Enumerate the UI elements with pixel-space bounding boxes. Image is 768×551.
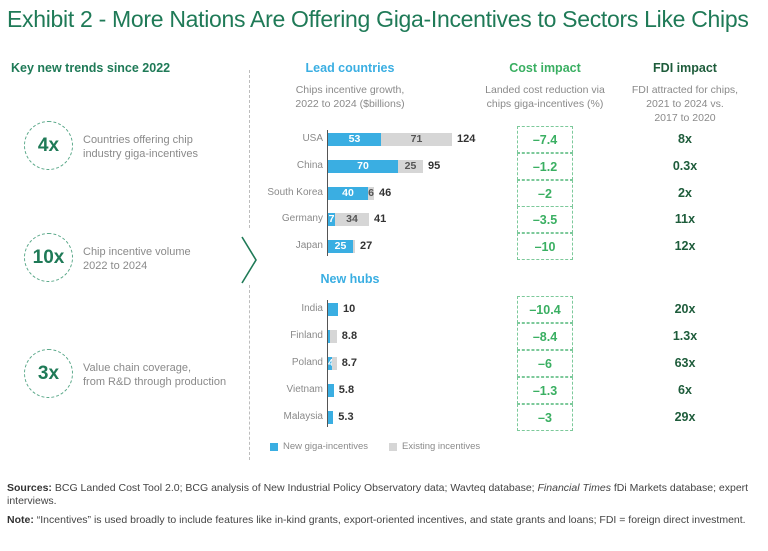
- bar-new-incentives: 7: [328, 213, 335, 226]
- bar-category-label: USA: [302, 133, 323, 144]
- cost-impact-value: –10.4: [517, 296, 573, 323]
- bar-category-label: Vietnam: [286, 384, 323, 395]
- sources-footnote: Sources: BCG Landed Cost Tool 2.0; BCG a…: [7, 482, 749, 507]
- cost-impact-value: –3: [517, 404, 573, 431]
- bar-category-label: Germany: [281, 213, 323, 224]
- bar-new-incentives: [328, 330, 330, 343]
- bar-new-incentives: [328, 303, 338, 316]
- bar-category-label: South Korea: [267, 187, 323, 198]
- fdi-impact-subtitle: FDI attracted for chips, 2021 to 2024 vs…: [631, 84, 739, 124]
- cost-impact-value: –7.4: [517, 126, 573, 153]
- chevron-right-icon: [241, 236, 257, 284]
- bar-existing-incentives: 71: [381, 133, 452, 146]
- cost-impact-heading: Cost impact: [509, 61, 581, 75]
- exhibit-title: Exhibit 2 - More Nations Are Offering Gi…: [7, 6, 749, 32]
- bar-total-label: 5.8: [338, 384, 355, 396]
- legend-item-new: New giga-incentives: [270, 441, 368, 452]
- bar-existing-incentives: [329, 330, 337, 343]
- bar-existing-incentives: 6: [368, 187, 374, 200]
- cost-impact-value: –1.3: [517, 377, 573, 404]
- bar-axis: [327, 300, 328, 427]
- lead-countries-heading: Lead countries: [305, 61, 395, 75]
- bar-total-label: 41: [374, 213, 387, 225]
- trend-value-badge: 4x: [24, 121, 73, 170]
- fdi-impact-value: 0.3x: [672, 159, 698, 173]
- legend-swatch-existing: [389, 442, 397, 451]
- bar-total-label: 5.3: [338, 411, 354, 423]
- fdi-impact-value: 29x: [674, 410, 696, 424]
- trend-description: Value chain coverage, from R&D through p…: [83, 362, 227, 388]
- cost-impact-value: –6: [517, 350, 573, 377]
- trend-value-badge: 3x: [24, 349, 73, 398]
- trends-heading: Key new trends since 2022: [11, 61, 171, 75]
- trend-item: 4x Countries offering chip industry giga…: [24, 121, 254, 171]
- bar-existing-incentives: 34: [335, 213, 369, 226]
- legend-item-existing: Existing incentives: [389, 441, 480, 452]
- bar-new-incentives: [328, 411, 334, 424]
- bar-total-label: 124: [457, 133, 476, 145]
- bar-total-label: 8.7: [341, 357, 357, 369]
- bar-existing-incentives: [353, 240, 355, 253]
- bar-new-incentives: 25: [328, 240, 353, 253]
- fdi-impact-value: 11x: [674, 212, 696, 226]
- bar-existing-incentives: [332, 357, 337, 370]
- fdi-impact-value: 12x: [674, 239, 696, 253]
- fdi-impact-value: 63x: [674, 356, 696, 370]
- bar-category-label: China: [296, 160, 323, 171]
- trend-item: 3x Value chain coverage, from R&D throug…: [24, 349, 254, 399]
- cost-impact-value: –10: [517, 233, 573, 260]
- bar-category-label: Japan: [295, 240, 323, 251]
- new-hubs-heading: New hubs: [320, 272, 380, 286]
- bar-total-label: 95: [428, 160, 441, 172]
- bar-new-incentives: 70: [328, 160, 398, 173]
- bar-category-label: Malaysia: [283, 411, 323, 422]
- fdi-impact-value: 20x: [674, 302, 696, 316]
- bar-total-label: 27: [360, 240, 373, 252]
- cost-impact-subtitle: Landed cost reduction via chips giga-inc…: [485, 84, 605, 110]
- cost-impact-value: –2: [517, 180, 573, 207]
- note-footnote: Note: “Incentives” is used broadly to in…: [7, 514, 746, 526]
- lead-countries-subtitle: Chips incentive growth, 2022 to 2024 ($b…: [295, 84, 405, 110]
- bar-total-label: 8.8: [341, 330, 358, 342]
- section-divider: [249, 285, 250, 460]
- bar-existing-incentives: 25: [398, 160, 423, 173]
- cost-impact-value: –8.4: [517, 323, 573, 350]
- bar-total-label: 10: [343, 303, 356, 315]
- bar-new-incentives: 40: [328, 187, 368, 200]
- legend-swatch-new: [270, 442, 278, 451]
- fdi-impact-value: 2x: [678, 186, 692, 200]
- bar-new-incentives: [328, 384, 334, 397]
- fdi-impact-value: 6x: [678, 383, 692, 397]
- bar-axis: [327, 130, 328, 256]
- section-divider: [249, 70, 250, 228]
- bar-category-label: India: [301, 303, 323, 314]
- cost-impact-value: –3.5: [517, 206, 573, 233]
- fdi-impact-value: 1.3x: [672, 329, 698, 343]
- trend-description: Chip incentive volume 2022 to 2024: [83, 246, 191, 272]
- trend-item: 10x Chip incentive volume 2022 to 2024: [24, 233, 254, 283]
- bar-new-incentives: 53: [328, 133, 381, 146]
- trend-description: Countries offering chip industry giga-in…: [83, 134, 198, 160]
- bar-category-label: Finland: [290, 330, 323, 341]
- trend-value-badge: 10x: [24, 233, 73, 282]
- fdi-impact-value: 8x: [678, 132, 692, 146]
- fdi-impact-heading: FDI impact: [653, 61, 717, 75]
- bar-category-label: Poland: [291, 357, 323, 368]
- bar-total-label: 46: [379, 187, 392, 199]
- cost-impact-value: –1.2: [517, 153, 573, 180]
- bar-new-incentives: 4: [328, 357, 334, 370]
